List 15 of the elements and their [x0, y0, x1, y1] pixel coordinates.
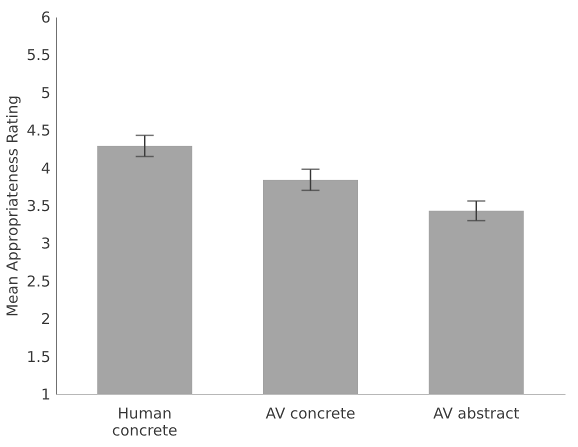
- x-tick-label: AV concrete: [266, 404, 356, 422]
- y-tick-label: 3.5: [26, 197, 50, 215]
- y-tick-label: 3: [40, 234, 50, 253]
- y-tick-label: 1.5: [26, 348, 50, 366]
- y-tick-label: 4.5: [26, 122, 50, 140]
- y-tick-label: 5.5: [26, 46, 50, 64]
- x-tick-label: Human concrete: [112, 404, 178, 440]
- y-tick-label: 5: [40, 84, 50, 102]
- y-tick-label: 1: [40, 386, 50, 404]
- y-tick-label: 4: [40, 159, 50, 178]
- y-tick-label: 2.5: [26, 272, 50, 290]
- y-axis-title: Mean Appropriateness Rating: [4, 95, 22, 317]
- x-tick-label: AV abstract: [433, 404, 520, 422]
- y-tick-label: 6: [40, 8, 50, 26]
- y-tick-label: 2: [40, 310, 50, 328]
